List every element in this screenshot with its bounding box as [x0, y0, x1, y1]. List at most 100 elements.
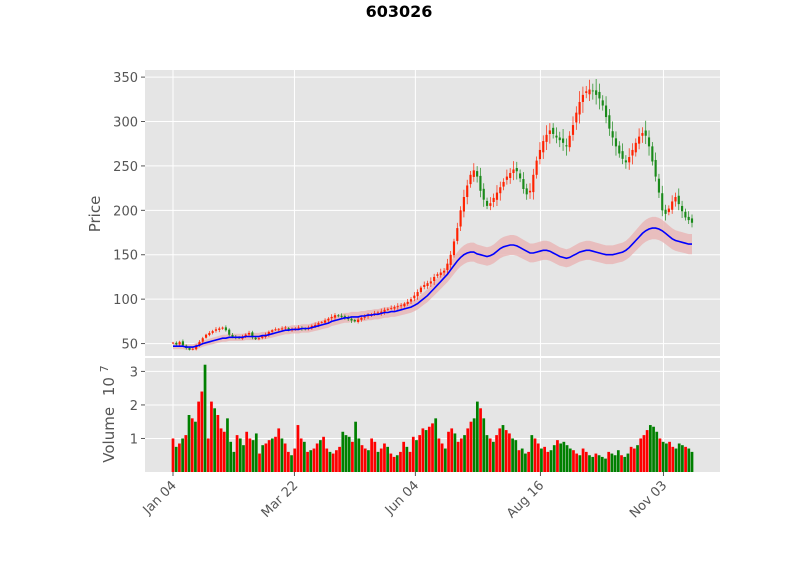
volume-bar	[331, 453, 335, 472]
volume-bar	[325, 448, 329, 472]
volume-bar	[677, 443, 681, 472]
candle-body	[519, 173, 522, 179]
volume-bar	[267, 440, 271, 472]
volume-bar	[235, 435, 239, 472]
candle-body	[690, 218, 694, 223]
candle-body	[456, 228, 459, 241]
ma-band-area	[173, 216, 692, 350]
volume-bar	[604, 458, 607, 472]
volume-bar	[658, 438, 662, 472]
candle-body	[178, 341, 181, 345]
volume-bar	[306, 451, 309, 472]
x-tick-label: Aug 16	[504, 478, 547, 521]
volume-scale-base: 10	[100, 377, 118, 396]
volume-bar	[504, 430, 508, 472]
candle-body	[261, 336, 264, 338]
candle-body	[423, 284, 426, 287]
candle-body	[386, 308, 389, 310]
volume-bar	[684, 446, 687, 472]
volume-bar	[386, 446, 390, 472]
volume-bar	[242, 445, 245, 472]
volume-scale-exponent: 7	[98, 365, 111, 372]
price-y-tick-label: 300	[113, 116, 138, 131]
candle-body	[221, 327, 224, 329]
candle-body	[641, 133, 644, 136]
volume-bar	[524, 453, 527, 472]
volume-bar	[492, 441, 495, 472]
price-panel: 50 100 150 200 250 300 350 Price	[86, 70, 720, 356]
candle-body	[595, 90, 598, 95]
volume-bar	[270, 438, 274, 472]
candle-body	[297, 327, 300, 329]
candle-body	[466, 185, 469, 198]
candle-body	[281, 328, 284, 330]
candle-body	[317, 323, 320, 325]
candle-body	[545, 134, 548, 142]
candle-body	[495, 192, 499, 200]
volume-bar	[674, 448, 678, 472]
candle-body	[363, 316, 366, 318]
moving-average-line	[173, 227, 692, 348]
volume-bar	[443, 448, 447, 472]
volume-bar	[418, 435, 422, 472]
candle-body	[360, 317, 363, 320]
volume-bar	[373, 441, 377, 472]
volume-bar	[616, 450, 620, 472]
candle-body	[436, 274, 439, 276]
volume-bar	[184, 435, 188, 472]
candle-body	[257, 338, 261, 340]
candle-body	[585, 91, 588, 93]
volume-bar	[447, 431, 450, 472]
candle-body	[482, 188, 485, 200]
volume-bar	[293, 448, 297, 472]
volume-bars	[171, 364, 694, 472]
candlesticks	[171, 79, 694, 351]
candle-body	[542, 141, 545, 153]
volume-bar	[639, 438, 643, 472]
x-tick-label: Jan 04	[140, 478, 180, 518]
candle-body	[502, 181, 505, 187]
volume-bar	[261, 445, 265, 472]
candle-body	[571, 125, 575, 135]
volume-bar	[296, 425, 300, 472]
volume-bar	[206, 438, 210, 472]
volume-bar	[456, 441, 460, 472]
volume-bar	[351, 441, 354, 472]
volume-bar	[357, 438, 361, 472]
candle-body	[320, 322, 323, 324]
volume-bar	[347, 436, 351, 472]
candle-body	[393, 307, 396, 309]
candle-body	[472, 170, 475, 177]
candle-body	[651, 146, 654, 162]
candle-body	[664, 209, 667, 214]
volume-bar	[469, 421, 473, 472]
candle-body	[548, 130, 551, 134]
volume-bar	[552, 445, 556, 472]
candle-body	[657, 178, 661, 193]
volume-bar	[328, 451, 332, 472]
candle-body	[578, 101, 581, 115]
volume-bar	[581, 448, 585, 472]
candle-body	[505, 176, 508, 180]
candle-body	[489, 203, 492, 206]
volume-bar	[482, 418, 486, 472]
volume-bar	[546, 451, 550, 472]
candle-body	[532, 174, 535, 193]
candle-body	[515, 168, 518, 172]
volume-bar	[665, 443, 668, 472]
ma-band	[173, 216, 692, 350]
volume-bar	[495, 435, 498, 472]
price-y-tick-label: 100	[113, 293, 138, 308]
volume-bar	[226, 418, 229, 472]
volume-bar	[319, 440, 322, 472]
volume-bar	[626, 453, 630, 472]
candle-body	[552, 127, 555, 134]
candle-body	[499, 187, 502, 194]
volume-bar	[511, 438, 514, 472]
candle-body	[525, 188, 528, 195]
price-y-tick-label: 150	[113, 249, 138, 264]
volume-bar	[299, 438, 303, 472]
volume-bar	[312, 448, 316, 472]
candle-body	[406, 301, 409, 304]
volume-bar	[562, 441, 566, 472]
